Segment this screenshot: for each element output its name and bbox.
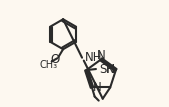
Text: N: N xyxy=(97,49,106,62)
Text: SH: SH xyxy=(100,62,116,76)
Text: CH₃: CH₃ xyxy=(39,59,57,70)
Text: N: N xyxy=(106,62,115,76)
Text: N: N xyxy=(93,82,102,94)
Text: O: O xyxy=(50,53,59,66)
Text: NH: NH xyxy=(84,51,102,64)
